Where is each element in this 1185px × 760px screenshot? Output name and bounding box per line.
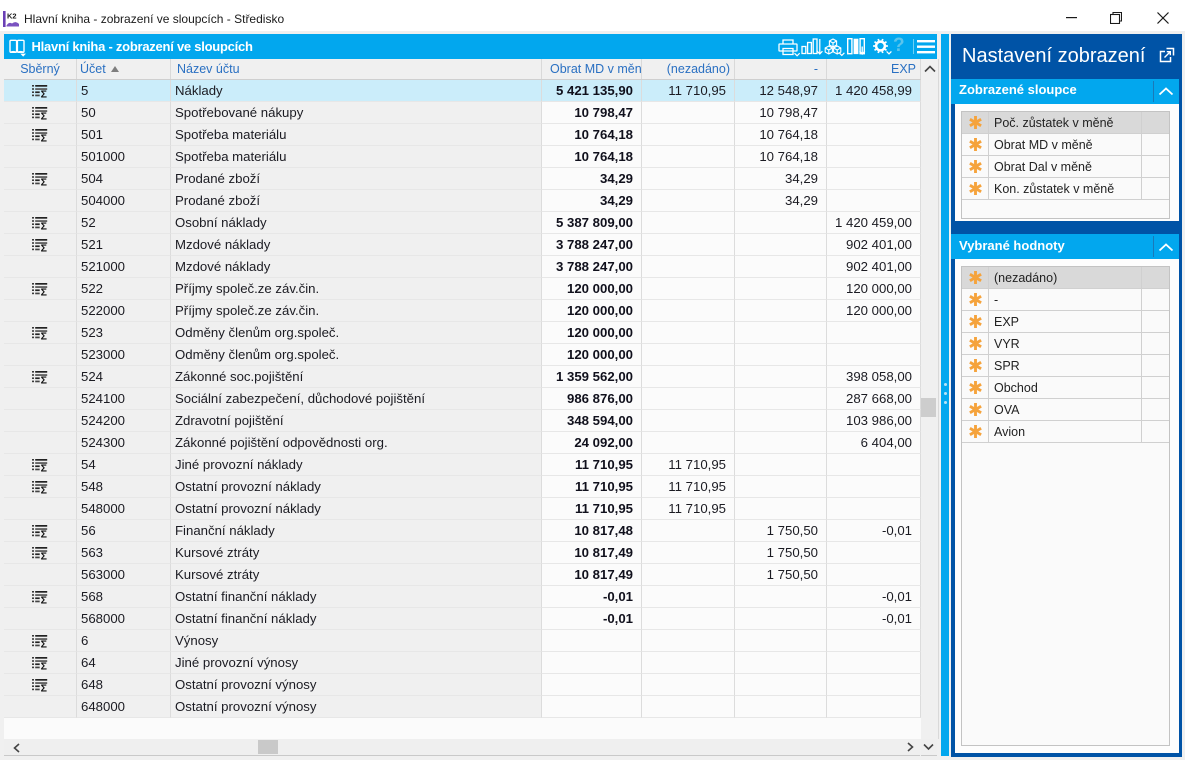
svg-text:Σ: Σ (41, 88, 47, 98)
svg-text:Σ: Σ (41, 550, 47, 560)
svg-text:Σ: Σ (41, 286, 47, 296)
svg-text:Σ: Σ (41, 110, 47, 120)
svg-text:Σ: Σ (41, 638, 47, 648)
svg-text:Σ: Σ (41, 330, 47, 340)
svg-text:Σ: Σ (41, 242, 47, 252)
svg-text:Σ: Σ (41, 132, 47, 142)
svg-text:Σ: Σ (41, 528, 47, 538)
svg-text:Σ: Σ (41, 462, 47, 472)
svg-text:Σ: Σ (41, 660, 47, 670)
svg-text:Σ: Σ (41, 176, 47, 186)
svg-text:Σ: Σ (41, 374, 47, 384)
svg-text:K2: K2 (7, 12, 17, 21)
svg-text:Σ: Σ (41, 220, 47, 230)
svg-text:Σ: Σ (41, 484, 47, 494)
svg-text:Σ: Σ (41, 594, 47, 604)
svg-text:Σ: Σ (41, 682, 47, 692)
